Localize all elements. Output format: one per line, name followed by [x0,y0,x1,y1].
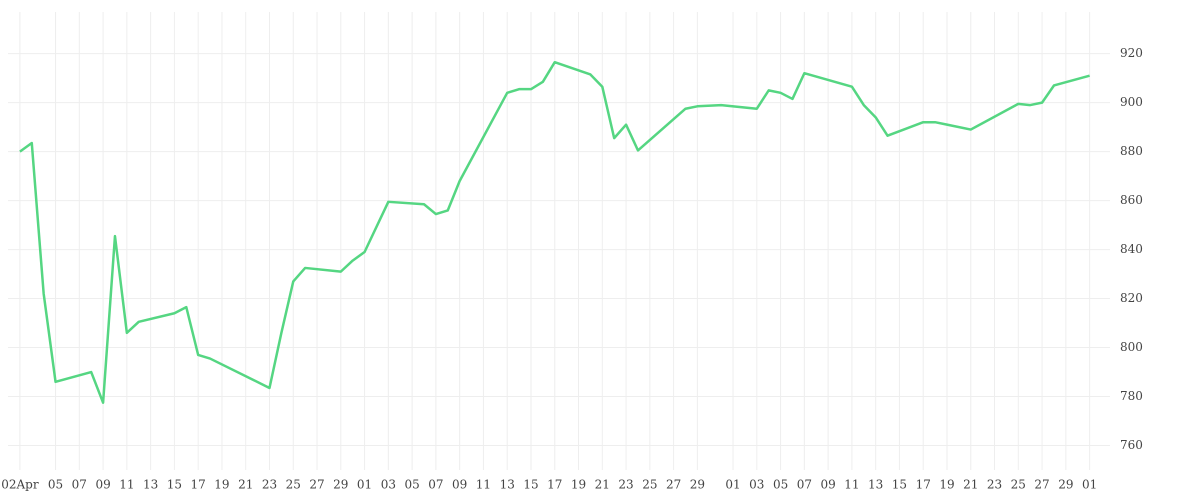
y-tick-label: 760 [1120,438,1143,452]
y-tick-label: 840 [1120,242,1143,256]
x-tick-label: 29 [333,478,348,492]
x-tick-label: 07 [72,478,87,492]
x-tick-label: 27 [309,478,324,492]
x-tick-label: 29 [690,478,705,492]
x-tick-label: 25 [286,478,301,492]
x-tick-label: 03 [749,478,764,492]
x-tick-label: 17 [191,478,206,492]
x-tick-label: 15 [167,478,182,492]
x-tick-label: 07 [428,478,443,492]
x-tick-label: 11 [119,478,134,492]
x-tick-label: 13 [500,478,515,492]
x-tick-label: 01 [725,478,740,492]
x-tick-label: 15 [892,478,907,492]
x-tick-label: 21 [963,478,978,492]
x-tick-label: 23 [987,478,1002,492]
y-tick-label: 880 [1120,144,1143,158]
x-tick-label: 21 [238,478,253,492]
y-tick-label: 920 [1120,46,1143,60]
x-tick-label: 17 [916,478,931,492]
y-tick-label: 860 [1120,193,1143,207]
y-tick-label: 820 [1120,291,1143,305]
x-tick-label: 03 [381,478,396,492]
x-tick-label: 11 [844,478,859,492]
x-tick-label: 09 [95,478,110,492]
series-line [19,60,1090,404]
x-tick-label: 17 [547,478,562,492]
x-tick-label: 11 [476,478,491,492]
x-tick-label: 27 [666,478,681,492]
x-tick-label: 19 [571,478,586,492]
x-tick-label: 13 [868,478,883,492]
x-tick-label: 09 [820,478,835,492]
y-tick-label: 780 [1120,389,1143,403]
y-tick-label: 900 [1120,95,1143,109]
x-tick-label: 09 [452,478,467,492]
x-tick-label: 05 [48,478,63,492]
x-tick-label: 23 [262,478,277,492]
x-tick-label: 27 [1034,478,1049,492]
x-tick-label: 19 [214,478,229,492]
x-tick-label: 25 [1011,478,1026,492]
x-tick-label: 15 [523,478,538,492]
x-tick-label: 13 [143,478,158,492]
x-tick-label: 19 [939,478,954,492]
x-tick-label: 25 [642,478,657,492]
x-tick-label: 05 [773,478,788,492]
x-tick-label: 07 [797,478,812,492]
x-tick-label: 29 [1058,478,1073,492]
x-tick-label: 01 [1082,478,1097,492]
x-tick-label: 02Apr [1,478,39,492]
x-tick-label: 01 [357,478,372,492]
x-tick-label: 23 [618,478,633,492]
x-tick-label: 05 [404,478,419,492]
x-tick-label: 21 [595,478,610,492]
y-tick-label: 800 [1120,340,1143,354]
